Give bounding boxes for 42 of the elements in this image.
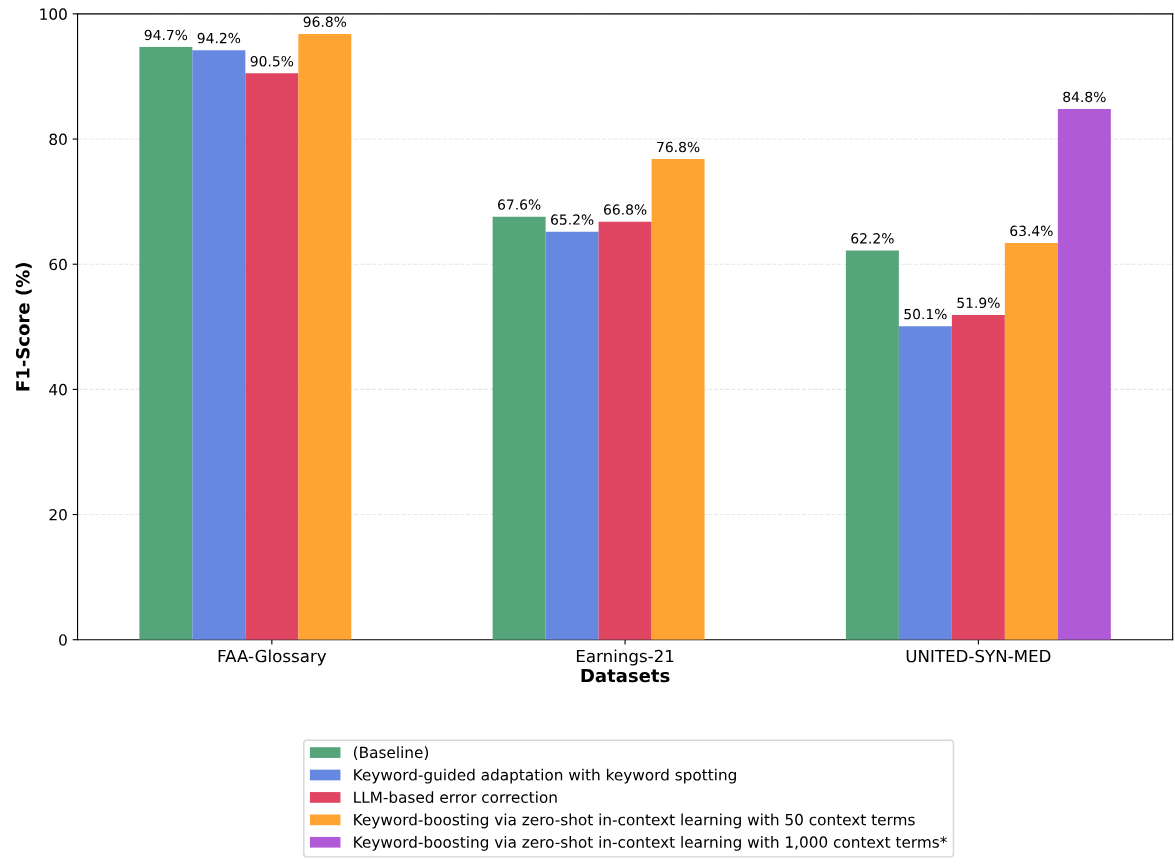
y-axis-title: F1-Score (%) [15,263,32,391]
x-axis-title: Datasets [581,668,670,683]
bar [1057,109,1111,640]
data-label: 65.2% [551,214,594,225]
data-label: 62.2% [851,233,894,244]
bar [598,221,652,640]
x-tick-label: Earnings-21 [576,649,674,666]
y-tick-label: 0 [59,634,67,646]
bar [651,159,705,640]
data-label: 63.4% [1010,225,1053,237]
bar [845,250,899,640]
bar [1004,242,1058,640]
y-tick-label: 80 [49,133,67,146]
bar [492,216,546,640]
legend-label: (Baseline) [353,746,429,760]
data-label: 66.8% [604,204,647,215]
bar [245,73,299,640]
legend-label: LLM-based error correction [354,791,557,803]
data-label: 76.8% [657,141,700,153]
bar [545,231,599,640]
data-label: 67.6% [498,199,541,210]
legend-label: Keyword-guided adaptation with keyword spotting [354,768,736,784]
y-tick-label: 100 [40,8,67,20]
bar [192,50,246,640]
bar [139,47,193,640]
data-label: 94.2% [197,32,241,44]
data-label: 96.8% [303,16,347,28]
x-tick-label: UNITED-SYN-MED [906,649,1051,663]
bar [298,33,352,640]
y-tick-label: 60 [49,258,67,271]
x-tick-label: FAA-Glossary [218,649,327,666]
data-label: 94.7% [144,29,188,41]
legend-label: Keyword-boosting via zero-shot in-context learning with 50 context terms [354,813,915,829]
legend-label: Keyword-boosting via zero-shot in-context learning with 1,000 context terms* [354,836,947,851]
bar [898,326,952,640]
data-label: 84.8% [1063,91,1106,103]
data-label: 90.5% [250,55,294,67]
data-label: 51.9% [957,297,1000,309]
bar [951,314,1005,640]
data-label: 50.1% [904,308,947,320]
y-tick-label: 40 [49,383,67,396]
y-tick-label: 20 [49,509,67,521]
